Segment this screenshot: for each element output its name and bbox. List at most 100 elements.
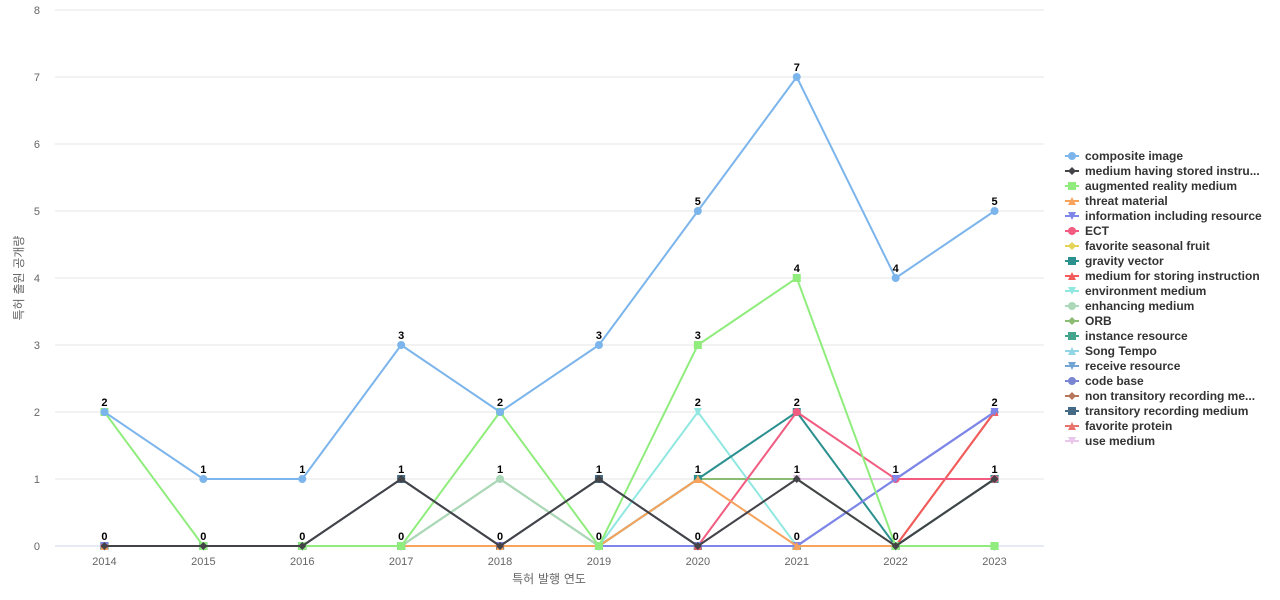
- legend-item[interactable]: code base: [1065, 374, 1144, 388]
- legend-item[interactable]: non transitory recording me...: [1065, 389, 1255, 403]
- data-label: 1: [200, 464, 206, 476]
- legend-item[interactable]: ORB: [1065, 314, 1112, 328]
- data-point: [594, 475, 603, 483]
- legend-label: receive resource: [1085, 359, 1181, 373]
- x-tick-label: 2022: [883, 556, 907, 568]
- legend-item[interactable]: medium for storing instruction: [1065, 269, 1260, 283]
- data-point: [693, 542, 702, 550]
- legend-marker: [1068, 197, 1076, 205]
- data-label: 0: [794, 531, 800, 543]
- legend-item[interactable]: receive resource: [1065, 359, 1181, 373]
- data-label: 0: [497, 531, 503, 543]
- data-point: [792, 274, 801, 282]
- legend-item[interactable]: threat material: [1065, 194, 1168, 208]
- legend-marker: [1068, 167, 1076, 175]
- legend-item[interactable]: composite image: [1065, 149, 1183, 163]
- legend-item[interactable]: favorite seasonal fruit: [1065, 239, 1210, 253]
- legend-marker: [1068, 242, 1076, 250]
- data-label: 4: [893, 263, 900, 275]
- data-label: 7: [794, 62, 800, 74]
- x-tick-label: 2017: [389, 556, 413, 568]
- data-label: 1: [299, 464, 305, 476]
- legend-item[interactable]: favorite protein: [1065, 419, 1172, 433]
- legend-item[interactable]: transitory recording medium: [1065, 404, 1248, 418]
- data-point: [693, 475, 702, 483]
- legend-item[interactable]: enhancing medium: [1065, 299, 1194, 313]
- data-label: 1: [596, 464, 602, 476]
- legend-label: information including resource: [1085, 209, 1262, 223]
- legend-item[interactable]: ECT: [1065, 224, 1110, 238]
- y-tick-label: 8: [34, 5, 40, 17]
- legend-marker: [1068, 227, 1076, 235]
- data-point: [100, 542, 109, 550]
- data-point: [990, 542, 999, 550]
- data-label: 1: [398, 464, 404, 476]
- data-label: 0: [299, 531, 305, 543]
- data-label: 2: [101, 397, 107, 409]
- data-point: [891, 274, 900, 282]
- data-point: [792, 408, 801, 416]
- legend-label: transitory recording medium: [1085, 404, 1248, 418]
- x-tick-label: 2020: [686, 556, 710, 568]
- data-point: [298, 475, 307, 483]
- legend-item[interactable]: use medium: [1065, 434, 1155, 448]
- data-point: [792, 73, 801, 81]
- legend-marker: [1068, 287, 1076, 295]
- series-line: [104, 478, 996, 547]
- data-label: 1: [794, 464, 800, 476]
- legend-item[interactable]: gravity vector: [1065, 254, 1164, 268]
- legend-label: environment medium: [1085, 284, 1206, 298]
- series-1: [100, 475, 999, 550]
- legend-label: favorite protein: [1085, 419, 1172, 433]
- data-label: 0: [596, 531, 602, 543]
- legend-item[interactable]: information including resource: [1065, 209, 1262, 223]
- legend-marker: [1068, 407, 1076, 415]
- data-label: 3: [398, 330, 404, 342]
- legend-label: gravity vector: [1085, 254, 1164, 268]
- data-point: [891, 542, 900, 550]
- data-point: [891, 475, 900, 483]
- data-label: 1: [893, 464, 899, 476]
- legend-item[interactable]: instance resource: [1065, 329, 1188, 343]
- data-label: 1: [695, 464, 701, 476]
- legend-marker: [1068, 422, 1076, 430]
- data-point: [594, 542, 603, 550]
- legend-label: medium having stored instru...: [1085, 164, 1260, 178]
- legend-item[interactable]: environment medium: [1065, 284, 1206, 298]
- data-point: [496, 542, 505, 550]
- legend-label: medium for storing instruction: [1085, 269, 1260, 283]
- x-tick-label: 2018: [488, 556, 512, 568]
- series-line: [103, 76, 996, 480]
- data-point: [397, 341, 406, 349]
- legend-label: ORB: [1085, 314, 1112, 328]
- data-point: [990, 408, 999, 416]
- legend-item[interactable]: augmented reality medium: [1065, 179, 1237, 193]
- data-point: [496, 475, 505, 483]
- data-label: 0: [893, 531, 899, 543]
- y-tick-label: 7: [34, 72, 40, 84]
- data-label: 3: [695, 330, 701, 342]
- legend-marker: [1068, 182, 1076, 190]
- data-point: [693, 408, 702, 416]
- data-label: 4: [794, 263, 801, 275]
- legend-marker: [1068, 272, 1076, 280]
- data-label: 2: [991, 397, 997, 409]
- x-tick-label: 2015: [191, 556, 215, 568]
- legend-label: Song Tempo: [1085, 344, 1157, 358]
- data-point: [199, 475, 208, 483]
- legend-label: composite image: [1085, 149, 1183, 163]
- data-label: 1: [497, 464, 503, 476]
- y-axis-ticks: 0 1 2 3 4 5 6 7 8: [34, 5, 40, 553]
- data-point: [792, 542, 801, 550]
- legend-item[interactable]: Song Tempo: [1065, 344, 1157, 358]
- legend-label: favorite seasonal fruit: [1085, 239, 1210, 253]
- legend-marker: [1068, 362, 1076, 370]
- x-tick-label: 2016: [290, 556, 314, 568]
- y-tick-label: 1: [34, 474, 40, 486]
- data-label: 0: [101, 531, 107, 543]
- legend-item[interactable]: medium having stored instru...: [1065, 164, 1260, 178]
- legend-label: instance resource: [1085, 329, 1188, 343]
- legend-label: threat material: [1085, 194, 1168, 208]
